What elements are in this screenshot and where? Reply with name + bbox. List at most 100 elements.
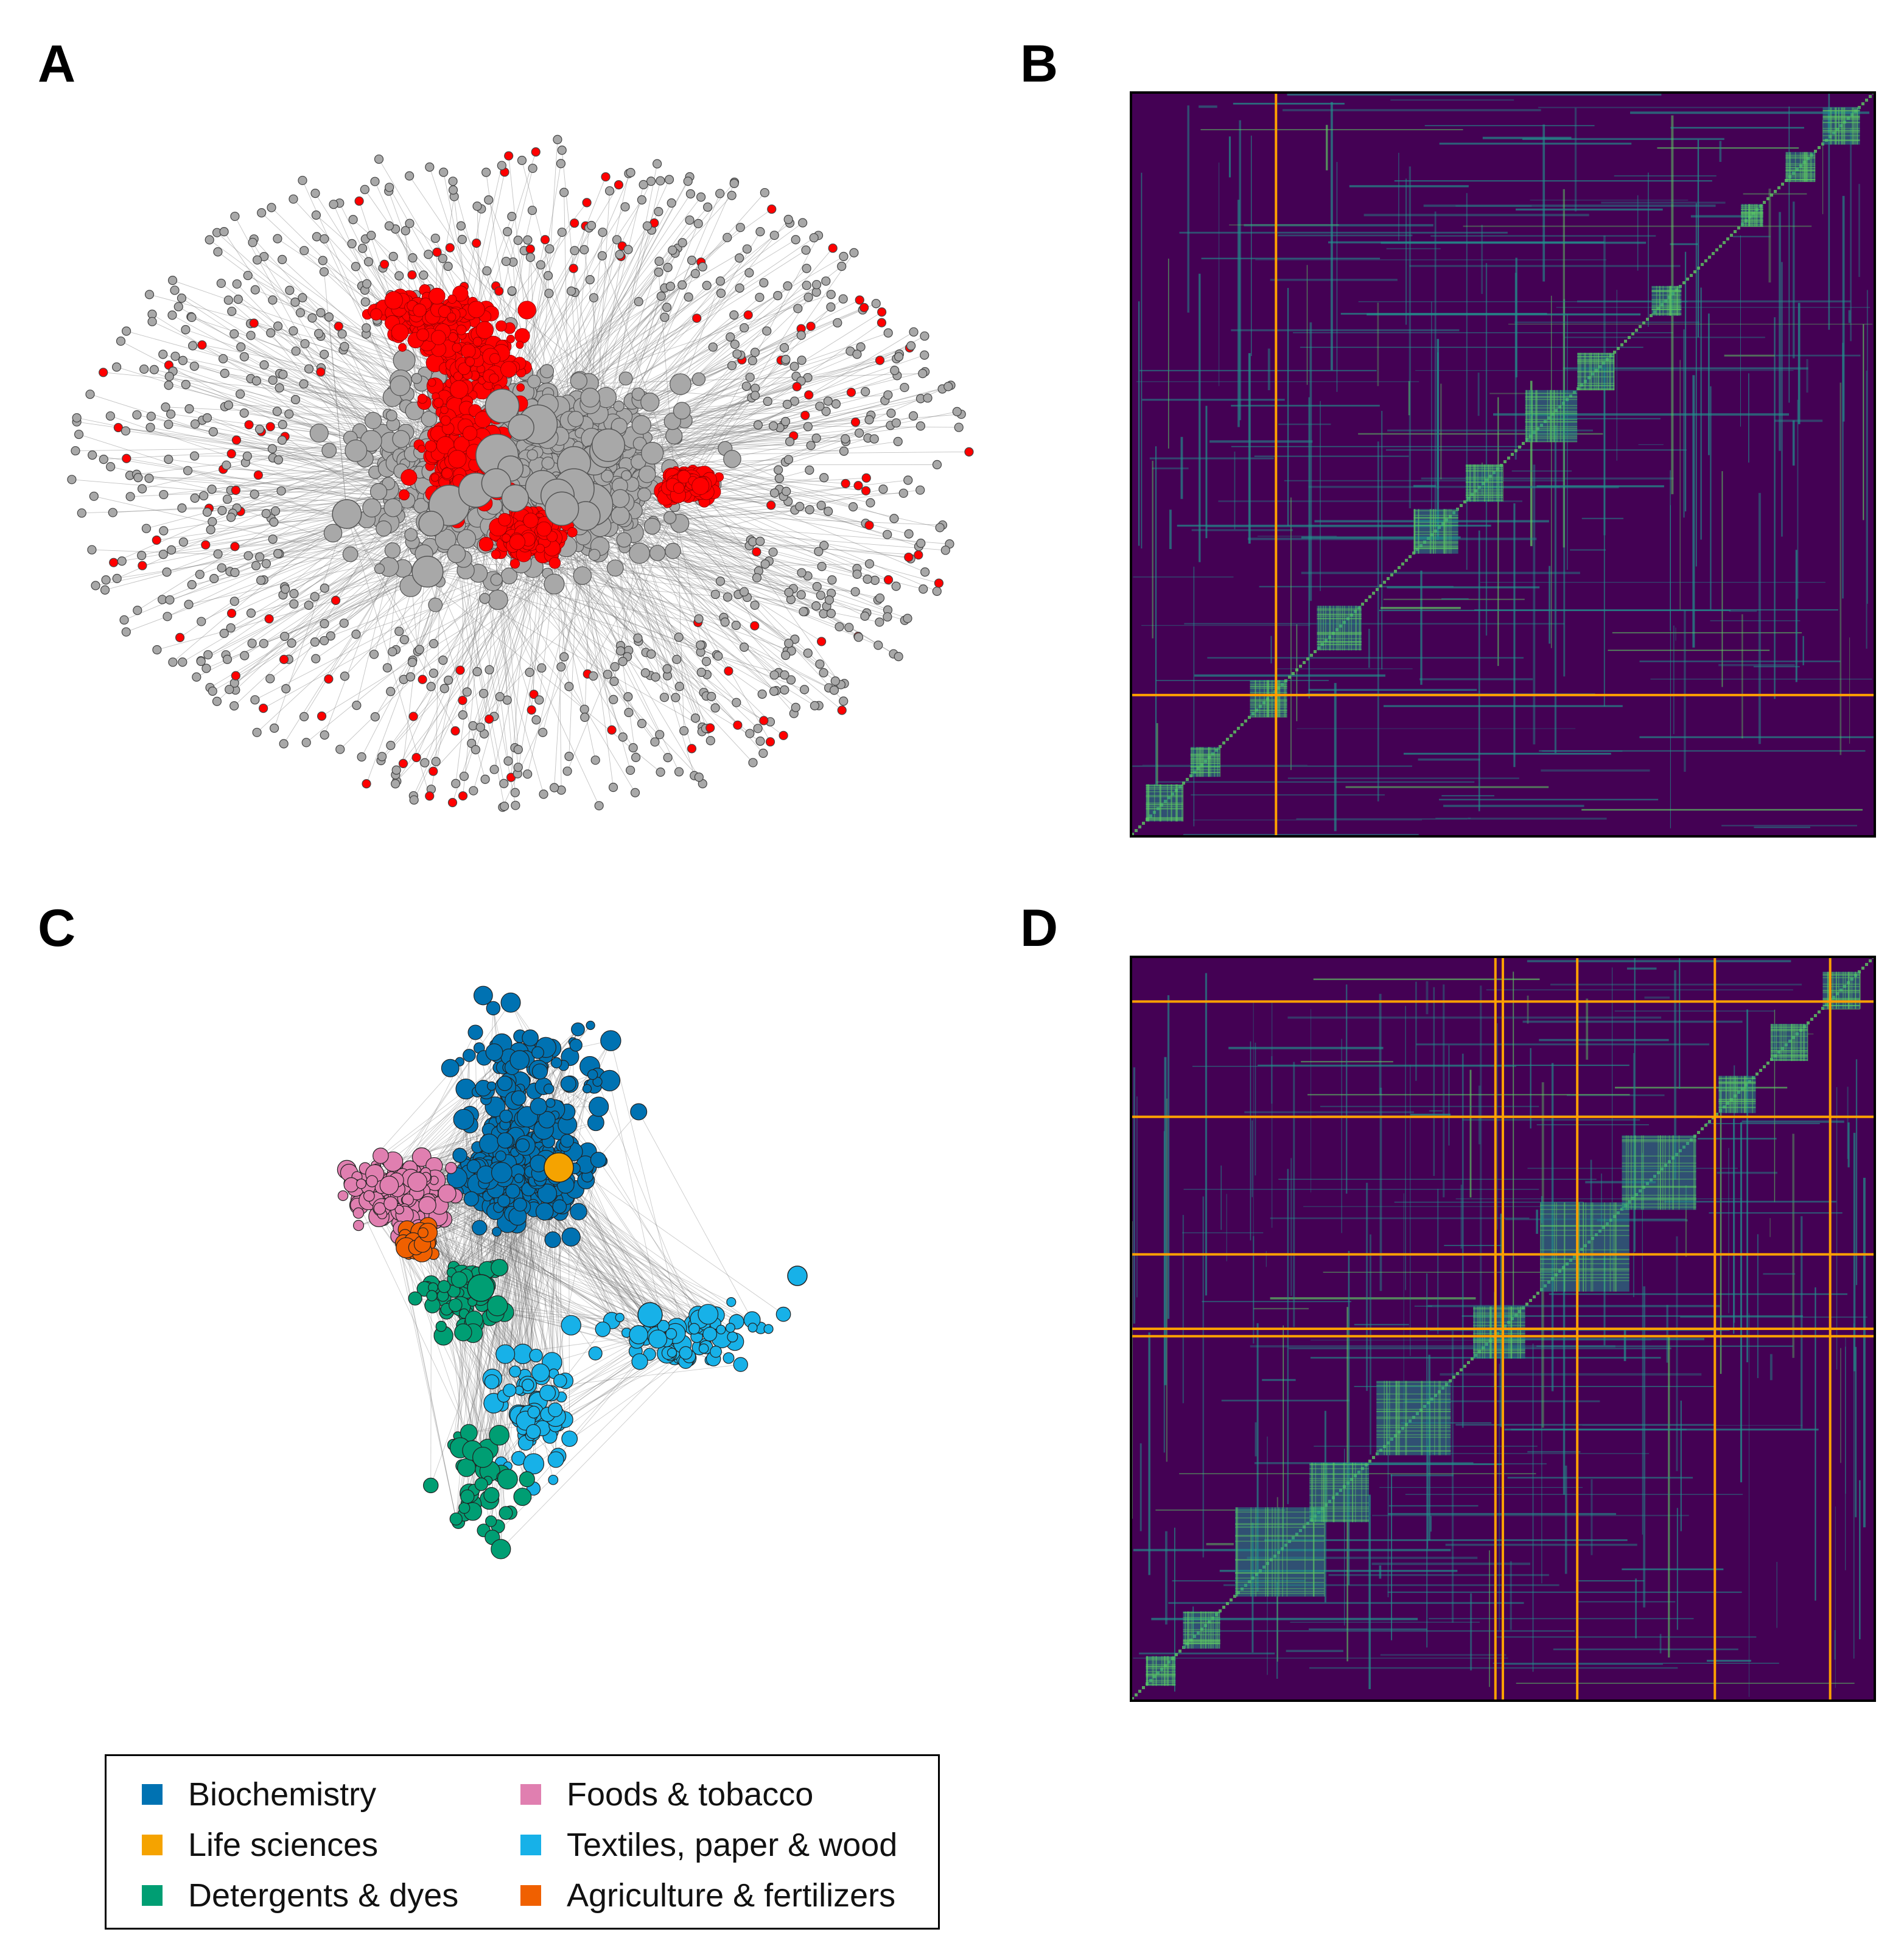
network-a-node [562,766,572,776]
network-a-node [166,409,176,419]
network-a-node [833,318,842,327]
network-a-node [226,608,237,618]
network-a-node [87,545,97,555]
network-a-node [758,748,768,758]
network-a-node [231,435,242,445]
network-a-node [158,550,168,559]
network-a-node [162,567,172,577]
network-a-node [358,243,368,253]
network-a-node [507,286,517,296]
network-a-node [125,492,135,502]
network-a-node [485,665,494,674]
network-a-node [798,218,808,228]
network-a-node [802,281,811,290]
network-a-node [877,307,887,317]
network-a-node [935,523,945,533]
network-a-node [119,615,129,625]
network-a-node [431,757,441,766]
network-a-node [298,293,307,303]
network-a-node [607,725,617,735]
network-a-node [236,389,245,399]
network-a-node [566,286,576,296]
network-a-node [480,774,490,784]
network-a-node [779,343,789,352]
network-a-node [623,245,633,254]
network-a-node [144,290,155,299]
network-a-node [753,420,763,430]
network-a-node [320,730,329,740]
network-a-node [803,422,813,432]
network-a-node [816,637,827,646]
network-a-node [763,396,772,407]
network-a-node [259,704,268,713]
network-a-node [197,617,206,626]
network-a-node [742,244,752,254]
network-a-node [205,235,214,245]
network-a-node [835,622,844,632]
network-a-node [318,256,327,265]
network-a-node [227,306,237,317]
network-a-node [207,485,217,494]
network-a-node [485,714,494,724]
network-a-node [291,346,301,356]
network-a-node [839,696,849,706]
network-a-node [846,388,856,397]
network-a-node [713,651,723,661]
network-a-node [821,276,831,286]
network-a-node [650,737,660,747]
network-a-node [320,635,329,646]
network-a-node [531,147,541,157]
network-a-node [190,493,200,503]
network-a-node [89,491,99,501]
network-a-node [816,590,825,600]
network-a-node [347,239,357,249]
network-a-node [208,686,217,696]
network-a-node [503,756,513,766]
network-a-node [529,690,539,699]
network-a-node [784,639,794,648]
network-a-node [797,355,807,365]
network-a-node [569,264,578,273]
network-a-node [230,567,240,578]
network-a-node [656,292,666,301]
network-a-node [646,177,656,186]
network-a-node [674,682,685,691]
network-a-node [243,551,253,561]
network-a-node [856,342,866,352]
network-a-node [268,375,278,385]
network-a-node [727,361,737,371]
network-a-node [750,348,760,357]
network-a-node [590,755,600,765]
network-a-node [439,684,449,693]
network-a-node [222,460,231,470]
network-a-node [457,234,467,245]
network-a-node [811,433,821,443]
network-a-node [826,290,836,299]
legend-label-detergents-dyes: Detergents & dyes [188,1877,459,1914]
network-a-node [654,267,663,277]
network-a-node [273,548,283,559]
network-a-node [181,380,191,390]
network-a-node [146,411,156,421]
network-a-node [360,184,369,194]
network-a-node [952,407,962,416]
panel-label-b: B [1020,35,1059,93]
network-a-node [316,367,326,377]
network-a-node [503,227,513,237]
network-a-node [889,514,899,523]
network-a-node [394,626,404,636]
network-a-node [727,191,737,200]
network-a-node [256,575,266,585]
network-a-node [674,767,684,777]
network-a-node [149,365,159,374]
network-a-node [300,339,310,349]
network-a-node [694,772,704,782]
network-a-node [259,639,268,648]
network-a-node [693,219,703,228]
network-a-node [789,362,799,371]
network-a-node [920,331,929,341]
network-a-node [523,769,533,779]
network-a-node [217,563,226,573]
network-a-node [222,654,233,664]
network-a-node [609,695,618,704]
